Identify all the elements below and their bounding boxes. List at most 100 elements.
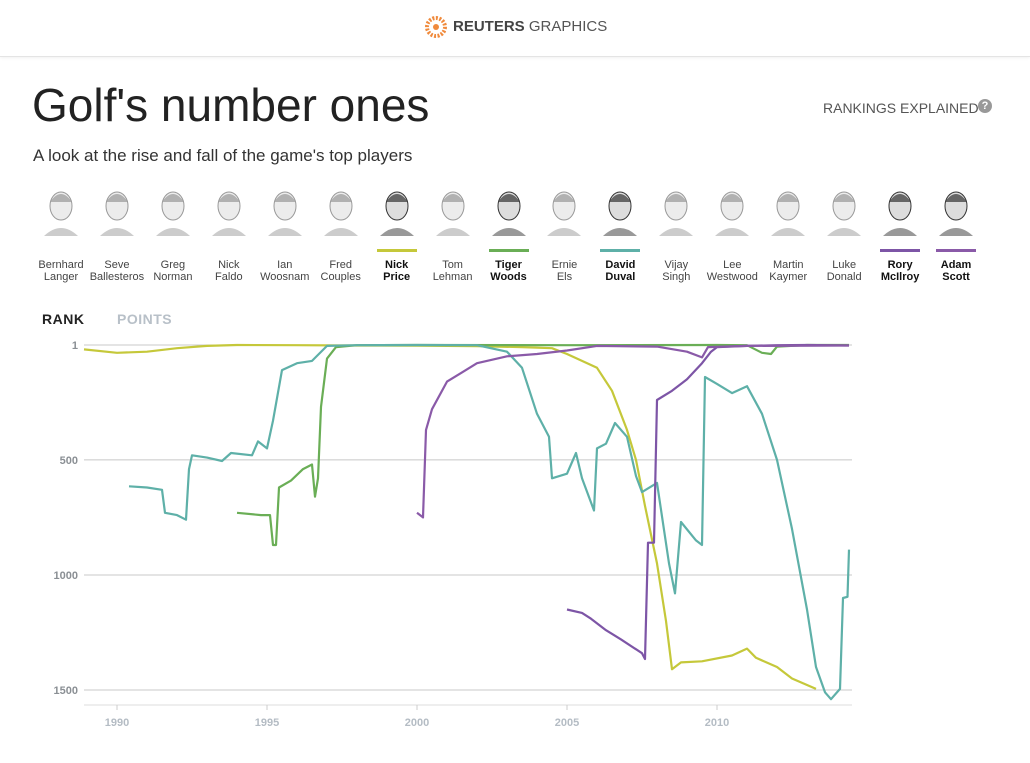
series-line [566,343,850,661]
player-name-last: Langer [43,271,79,283]
player-name-first: Adam [940,259,972,271]
player-name[interactable]: Ian Woosnam [257,259,313,283]
player-name-first: David [605,259,636,271]
player-photo [264,184,305,236]
player-photo [152,184,193,236]
player-color-bar [488,249,529,252]
player-name-last: McIlroy [880,271,920,283]
x-tick-label: 1995 [255,717,279,729]
series-line [128,343,851,701]
subtitle: A look at the rise and fall of the game'… [33,146,413,165]
player-name[interactable]: Nick Price [369,259,425,283]
player-photo [432,184,473,236]
y-tick-label: 500 [60,455,78,467]
player-name[interactable]: Tiger Woods [481,259,537,283]
player-name-last: Faldo [215,271,243,283]
player-name-last: Lehman [432,271,473,283]
brand-name: REUTERS [453,18,525,35]
brand-section: GRAPHICS [528,18,608,35]
player-name-last: Scott [942,271,970,283]
player-name-last: Els [556,271,573,283]
y-tick-label: 1000 [54,570,78,582]
player-name-first: Fred [329,259,352,271]
player-name[interactable]: Fred Couples [313,259,369,283]
player-name-last: Westwood [706,271,758,283]
player-photo [768,184,809,236]
player-name[interactable]: Greg Norman [145,259,201,283]
player-photo [824,184,865,236]
player-name-first: Nick [385,259,409,271]
series-line [83,343,817,690]
x-tick-label: 2010 [705,717,729,729]
player-name-first: Tiger [495,259,522,271]
player-name-first: Martin [772,259,804,271]
header-bar: REUTERS GRAPHICS [0,0,1030,57]
player-name[interactable]: Vijay Singh [648,259,704,283]
player-photo [41,184,81,236]
player-name[interactable]: Martin Kaymer [760,259,816,283]
page-title: Golf's number ones [32,79,430,131]
player-color-bar [880,249,921,252]
x-tick-label: 2005 [555,717,579,729]
player-name-last: Norman [153,271,193,283]
player-photo [96,184,137,236]
player-photo [936,184,977,236]
player-photo [544,184,585,236]
player-name[interactable]: David Duval [592,259,648,283]
player-name[interactable]: Adam Scott [928,259,984,283]
player-name-last: Ballesteros [89,271,145,283]
player-name-first: Luke [832,259,857,271]
player-name-last: Kaymer [769,271,808,283]
player-name-first: Ian [277,259,293,271]
player-color-bar [936,249,977,252]
rankings-explained[interactable]: RANKINGS EXPLAINED [823,100,979,116]
player-name-first: Lee [723,259,742,271]
player-name-first: Vijay [664,259,689,271]
player-name-last: Duval [605,271,636,283]
player-color-bar [600,249,641,252]
player-name[interactable]: Luke Donald [816,259,872,283]
player-name[interactable]: Tom Lehman [425,259,481,283]
player-name-first: Ernie [551,259,578,271]
logo [425,16,447,38]
series-line [416,344,850,519]
player-photo [880,184,921,236]
player-name[interactable]: Ernie Els [536,259,592,283]
player-name-last: Singh [662,271,691,283]
player-photo [320,184,361,236]
player-photo [376,184,417,236]
tab-points[interactable]: POINTS [117,311,173,327]
player-photo [656,184,697,236]
player-name-first: Nick [218,259,240,271]
x-tick-label: 2000 [405,717,429,729]
players-strip: Bernhard Langer Seve Ballesteros Greg Norman N… [0,180,1030,290]
player-name[interactable]: Seve Ballesteros [89,259,145,283]
help-icon[interactable]: ? [978,99,992,113]
player-name-last: Woods [490,271,527,283]
player-name-last: Couples [320,271,361,283]
player-name-last: Woosnam [260,271,310,283]
player-name-first: Seve [104,259,130,271]
player-photo [712,184,753,236]
player-photo [600,184,641,236]
player-name-last: Donald [826,271,862,283]
player-name[interactable]: Nick Faldo [201,259,257,283]
player-photo [208,184,249,236]
x-tick-label: 1990 [105,717,129,729]
player-name-last: Price [383,271,411,283]
player-name-first: Tom [442,259,463,271]
series-line [236,343,849,547]
player-name-first: Rory [887,259,913,271]
brand: REUTERS GRAPHICS [425,16,608,38]
player-color-bar [376,249,417,252]
player-name-first: Bernhard [38,259,84,271]
player-name[interactable]: Bernhard Langer [33,259,89,283]
tab-rank[interactable]: RANK [42,311,85,327]
player-name[interactable]: Rory McIlroy [872,259,928,283]
player-photo [488,184,529,236]
y-tick-label: 1500 [54,685,78,697]
player-name[interactable]: Lee Westwood [704,259,760,283]
y-tick-label: 1 [72,340,78,352]
player-name-first: Greg [160,259,186,271]
